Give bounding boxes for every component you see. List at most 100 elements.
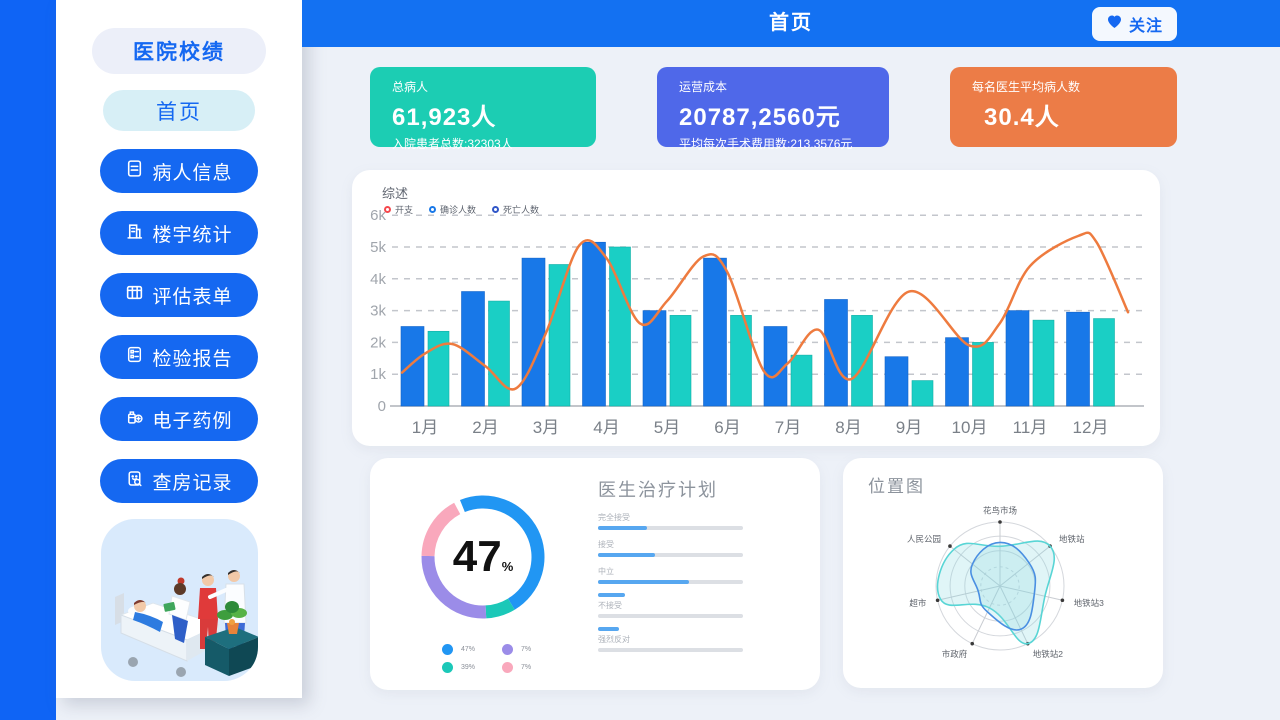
analysis-card: 47 % 47% 7% 39%	[370, 458, 820, 690]
svg-text:地铁站3: 地铁站3	[1074, 598, 1105, 608]
follow-label: 关注	[1128, 18, 1163, 35]
sidebar-item-patient-info[interactable]: 病人信息	[100, 149, 258, 193]
svg-text:6月: 6月	[714, 418, 740, 437]
svg-text:12月: 12月	[1073, 418, 1109, 437]
treatment-row-label: 完全接受	[598, 513, 630, 522]
legend-label: 确诊人数	[440, 205, 477, 215]
treatment-row-label: 接受	[598, 540, 614, 549]
svg-text:人民公园: 人民公园	[907, 534, 941, 544]
sidebar-item-label: 楼宇统计	[152, 224, 233, 246]
sidebar-brand: 医院校绩	[92, 28, 266, 74]
legend-label: 开支	[395, 205, 414, 215]
medicine-icon	[125, 407, 144, 432]
svg-text:9月: 9月	[896, 418, 922, 437]
legend-dot-icon	[442, 644, 453, 655]
location-map-title: 位置图	[868, 477, 925, 496]
follow-button[interactable]: 关注	[1091, 7, 1177, 41]
overview-chart-card: 综述 开支 确诊人数 死亡人数 0 1k 2k 3k 4k 5k 6k 1月 2月	[352, 170, 1160, 446]
home-label: 首页	[156, 100, 202, 124]
hospital-illustration	[100, 519, 258, 681]
svg-text:超市: 超市	[909, 598, 927, 608]
checklist-icon	[125, 345, 144, 370]
legend-item-expense[interactable]: 开支	[384, 203, 413, 216]
treatment-row: 中立	[598, 566, 748, 584]
donut-legend-item[interactable]: 39%	[442, 662, 502, 673]
treatment-plan-rows: 完全接受接受中立不接受强烈反对	[598, 512, 748, 652]
svg-text:4月: 4月	[593, 418, 619, 437]
donut-rings	[421, 495, 545, 619]
sidebar: 医院校绩 首页 病人信息 楼宇统计	[56, 0, 302, 698]
legend-ring-icon	[384, 206, 391, 213]
svg-text:4k: 4k	[370, 271, 386, 288]
sidebar-item-label: 病人信息	[152, 162, 233, 184]
document-icon	[125, 159, 144, 184]
treatment-progress-fill	[598, 627, 619, 631]
sidebar-item-e-prescription[interactable]: 电子药例	[100, 397, 258, 441]
donut-center-label: 47 %	[408, 482, 558, 632]
stat-subtext: 入院患者总数:32303人	[392, 137, 513, 151]
treatment-plan-title: 医生治疗计划	[598, 480, 718, 500]
stat-label: 运营成本	[679, 80, 728, 94]
svg-text:5月: 5月	[654, 418, 680, 437]
treatment-row: 完全接受	[598, 512, 748, 530]
treatment-row: 不接受	[598, 593, 748, 618]
treatment-row: 接受	[598, 539, 748, 557]
content: 总病人 61,923人 入院患者总数:32303人 运营成本 20787,256…	[302, 47, 1280, 720]
building-icon	[125, 221, 144, 246]
svg-text:7月: 7月	[775, 418, 801, 437]
treatment-progress-fill	[598, 580, 690, 584]
sidebar-item-label: 查房记录	[152, 472, 233, 494]
treatment-progress-track	[598, 553, 743, 557]
location-map-card: 位置图 花鸟市场 地铁站 地铁站3 地铁站2 市政府 超市 人民公园	[843, 458, 1163, 688]
sidebar-item-home[interactable]: 首页	[103, 90, 255, 131]
overview-legend: 开支 确诊人数 死亡人数	[384, 203, 539, 216]
donut-center-value: 47	[452, 532, 502, 581]
treatment-row-label: 强烈反对	[598, 635, 630, 644]
svg-text:2月: 2月	[472, 418, 498, 437]
treatment-progress-fill	[598, 593, 625, 597]
overview-bar-line-chart: 0 1k 2k 3k 4k 5k 6k 1月 2月 3月 4月 5月 6月 7月 8月 9月 10月 11月 12月	[370, 210, 1144, 437]
legend-ring-icon	[429, 206, 437, 213]
svg-text:市政府: 市政府	[942, 649, 968, 659]
donut-legend-item[interactable]: 47%	[442, 644, 502, 655]
overview-chart-title: 综述	[382, 186, 409, 201]
treatment-plan-section: 医生治疗计划 完全接受接受中立不接受强烈反对	[598, 476, 748, 661]
treatment-progress-track	[598, 614, 743, 618]
table-icon	[125, 283, 144, 308]
sidebar-item-label: 电子药例	[152, 410, 233, 432]
legend-label: 7%	[521, 646, 532, 653]
svg-text:2k: 2k	[370, 334, 386, 351]
brand-label: 医院校绩	[133, 41, 225, 64]
donut-legend-item[interactable]: 7%	[502, 662, 562, 673]
treatment-row: 强烈反对	[598, 627, 748, 652]
sidebar-item-evaluation-form[interactable]: 评估表单	[100, 273, 258, 317]
sidebar-item-ward-rounds[interactable]: 查房记录	[100, 459, 258, 503]
legend-label: 死亡人数	[503, 205, 540, 215]
legend-item-deaths[interactable]: 死亡人数	[492, 203, 539, 216]
donut-legend-item[interactable]: 7%	[502, 644, 562, 655]
treatment-progress-track	[598, 580, 743, 584]
legend-label: 39%	[461, 664, 476, 671]
legend-item-confirmed[interactable]: 确诊人数	[429, 203, 476, 216]
svg-text:0: 0	[378, 398, 386, 415]
treatment-row-label: 不接受	[598, 601, 622, 610]
treatment-progress-fill	[598, 526, 648, 530]
stat-card-avg-patients-per-doctor: 每名医生平均病人数 30.4人	[950, 67, 1177, 147]
sidebar-item-label: 检验报告	[152, 348, 233, 370]
donut-center-unit: %	[501, 558, 514, 574]
left-accent-strip	[0, 0, 56, 720]
stat-label: 总病人	[392, 80, 429, 94]
stat-value: 61,923人	[392, 104, 497, 131]
treatment-progress-track	[598, 648, 743, 652]
header: 首页 关注	[302, 0, 1280, 47]
svg-text:6k: 6k	[370, 210, 386, 224]
legend-label: 7%	[521, 664, 532, 671]
heart-icon	[1106, 14, 1123, 35]
sidebar-item-building-stats[interactable]: 楼宇统计	[100, 211, 258, 255]
stat-subtext: 平均每次手术费用数:213.3576元	[679, 137, 853, 151]
sidebar-item-test-report[interactable]: 检验报告	[100, 335, 258, 379]
svg-text:5k: 5k	[370, 239, 386, 256]
legend-dot-icon	[502, 662, 513, 673]
